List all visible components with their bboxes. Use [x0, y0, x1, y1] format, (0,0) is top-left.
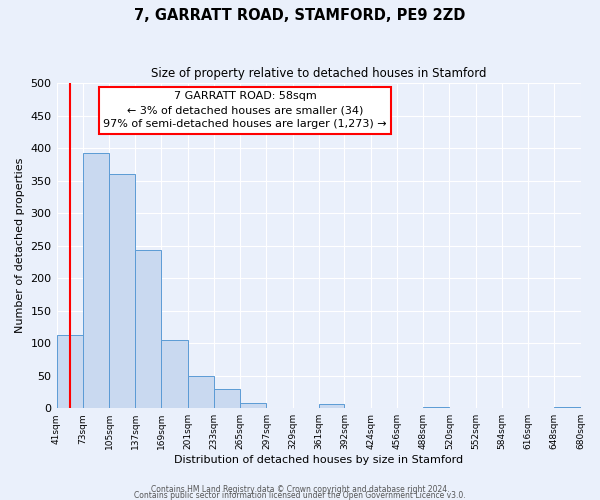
Bar: [554, 407, 581, 408]
Bar: [240, 403, 266, 408]
Bar: [109, 174, 135, 408]
Title: Size of property relative to detached houses in Stamford: Size of property relative to detached ho…: [151, 68, 486, 80]
Bar: [83, 152, 109, 408]
Bar: [319, 404, 344, 408]
X-axis label: Distribution of detached houses by size in Stamford: Distribution of detached houses by size …: [174, 455, 463, 465]
Bar: [56, 336, 83, 408]
Bar: [214, 388, 240, 408]
Text: 7 GARRATT ROAD: 58sqm
← 3% of detached houses are smaller (34)
97% of semi-detac: 7 GARRATT ROAD: 58sqm ← 3% of detached h…: [103, 91, 387, 129]
Text: Contains HM Land Registry data © Crown copyright and database right 2024.: Contains HM Land Registry data © Crown c…: [151, 484, 449, 494]
Bar: [135, 250, 161, 408]
Bar: [188, 376, 214, 408]
Text: 7, GARRATT ROAD, STAMFORD, PE9 2ZD: 7, GARRATT ROAD, STAMFORD, PE9 2ZD: [134, 8, 466, 22]
Bar: [423, 407, 449, 408]
Bar: [161, 340, 188, 408]
Y-axis label: Number of detached properties: Number of detached properties: [15, 158, 25, 334]
Text: Contains public sector information licensed under the Open Government Licence v3: Contains public sector information licen…: [134, 490, 466, 500]
